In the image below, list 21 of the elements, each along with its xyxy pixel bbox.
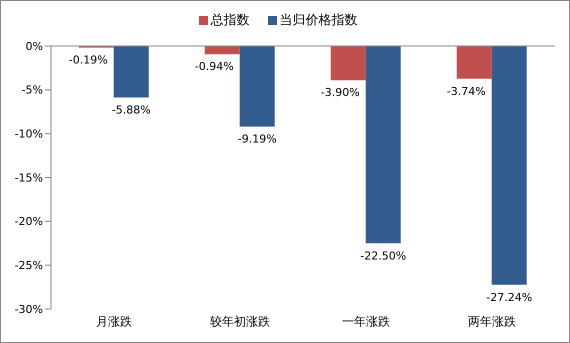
data-label: -22.50% xyxy=(360,249,406,262)
x-tick-label: 月涨跌 xyxy=(96,314,132,329)
y-tick-label: -20% xyxy=(14,215,43,228)
data-label: -3.90% xyxy=(320,86,360,100)
x-tick-label: 一年涨跌 xyxy=(342,314,390,329)
x-tick-label: 两年涨跌 xyxy=(468,314,516,329)
y-tick-label: -25% xyxy=(14,259,43,272)
data-label: -9.19% xyxy=(238,132,277,146)
y-tick-label: -30% xyxy=(14,302,43,316)
x-tick-label: 较年初涨跌 xyxy=(210,314,270,329)
data-label: -0.94% xyxy=(194,60,234,74)
data-label: -0.19% xyxy=(68,54,108,67)
data-label: -3.74% xyxy=(446,84,486,98)
y-tick-label: -15% xyxy=(14,171,43,184)
data-label: -5.88% xyxy=(112,104,151,117)
data-label: -27.24% xyxy=(486,290,532,304)
legend-label: 总指数 xyxy=(210,12,250,29)
y-tick-label: 0% xyxy=(26,40,43,53)
legend-label: 当归价格指数 xyxy=(280,12,358,29)
y-tick-label: -5% xyxy=(22,84,43,97)
y-tick-label: -10% xyxy=(14,128,43,141)
